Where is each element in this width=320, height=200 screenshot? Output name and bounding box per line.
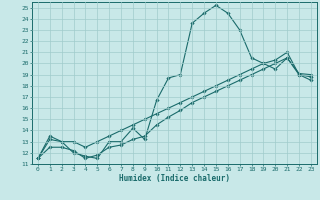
X-axis label: Humidex (Indice chaleur): Humidex (Indice chaleur): [119, 174, 230, 183]
